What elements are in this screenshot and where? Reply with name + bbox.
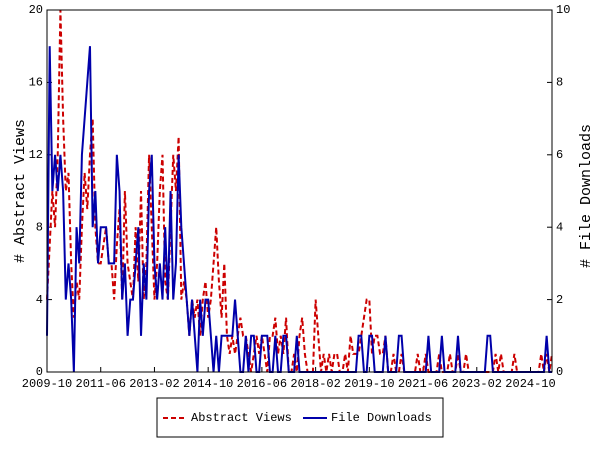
x-tick-label: 2014-10 — [183, 377, 233, 391]
series-line — [46, 9, 553, 373]
x-tick-label: 2024-10 — [505, 377, 555, 391]
y-axis-title: # Abstract Views — [12, 119, 29, 263]
x-tick-label: 2009-10 — [22, 377, 72, 391]
y-tick-label: 0 — [36, 365, 43, 379]
y2-tick-label: 0 — [556, 365, 563, 379]
y-tick-label: 20 — [29, 3, 43, 17]
legend-label: File Downloads — [331, 411, 432, 425]
plot-frame — [46, 9, 553, 373]
series-line — [46, 46, 552, 373]
x-tick-label: 2018-02 — [290, 377, 340, 391]
y2-tick-label: 10 — [556, 3, 570, 17]
y-tick-label: 8 — [36, 220, 43, 234]
y-tick-label: 4 — [36, 293, 43, 307]
y2-axis-title: # File Downloads — [578, 124, 595, 268]
x-tick-label: 2021-06 — [398, 377, 448, 391]
y2-tick-label: 4 — [556, 220, 563, 234]
y-tick-label: 12 — [29, 148, 43, 162]
legend-label: Abstract Views — [191, 411, 292, 425]
x-tick-label: 2013-02 — [129, 377, 179, 391]
y2-tick-label: 6 — [556, 148, 563, 162]
x-tick-label: 2011-06 — [76, 377, 126, 391]
y-tick-label: 16 — [29, 76, 43, 90]
legend-box — [156, 397, 444, 438]
x-tick-label: 2016-06 — [237, 377, 287, 391]
y2-tick-label: 8 — [556, 76, 563, 90]
x-tick-label: 2023-02 — [452, 377, 502, 391]
x-tick-label: 2019-10 — [344, 377, 394, 391]
y2-tick-label: 2 — [556, 293, 563, 307]
